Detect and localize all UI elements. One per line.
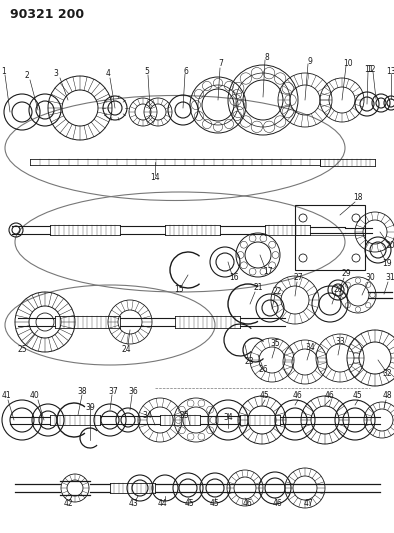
Text: 24: 24 — [121, 344, 131, 353]
Text: 38: 38 — [77, 387, 87, 397]
Text: 34: 34 — [305, 343, 315, 351]
Text: 34: 34 — [223, 413, 233, 422]
Bar — [295, 205, 365, 270]
Text: 27: 27 — [293, 273, 303, 282]
Text: 46: 46 — [273, 498, 283, 507]
Text: 16: 16 — [229, 273, 239, 282]
Text: 35: 35 — [179, 411, 189, 421]
Text: 46: 46 — [325, 392, 335, 400]
Text: 90321 200: 90321 200 — [10, 8, 84, 21]
Text: 34: 34 — [142, 411, 152, 421]
Text: 20: 20 — [385, 241, 394, 251]
Text: 1: 1 — [2, 67, 6, 76]
Text: 3: 3 — [54, 69, 58, 78]
Text: 45: 45 — [353, 392, 363, 400]
Text: 10: 10 — [343, 59, 353, 68]
Text: 46: 46 — [293, 392, 303, 400]
Text: 8: 8 — [265, 52, 269, 61]
Text: 26: 26 — [258, 365, 268, 374]
Text: 39: 39 — [85, 403, 95, 413]
Text: 19: 19 — [382, 259, 392, 268]
Text: 45: 45 — [185, 498, 195, 507]
Text: 46: 46 — [243, 498, 253, 507]
Text: 6: 6 — [184, 67, 188, 76]
Text: 13: 13 — [386, 67, 394, 76]
Text: 35: 35 — [270, 340, 280, 349]
Text: 12: 12 — [366, 64, 376, 74]
Text: 40: 40 — [30, 392, 40, 400]
Text: 9: 9 — [308, 56, 312, 66]
Text: 45: 45 — [210, 498, 220, 507]
Text: 42: 42 — [63, 498, 73, 507]
Text: 15: 15 — [174, 285, 184, 294]
Text: 32: 32 — [382, 369, 392, 378]
Text: 17: 17 — [263, 268, 273, 277]
Text: 11: 11 — [364, 64, 374, 74]
Text: 47: 47 — [304, 498, 314, 507]
Text: 45: 45 — [260, 392, 270, 400]
Text: 48: 48 — [382, 392, 392, 400]
Text: 31: 31 — [385, 273, 394, 282]
Text: 23: 23 — [244, 358, 254, 367]
Text: 37: 37 — [108, 387, 118, 397]
Text: 29: 29 — [341, 270, 351, 279]
Text: 7: 7 — [219, 60, 223, 69]
Text: 36: 36 — [128, 387, 138, 397]
Text: 41: 41 — [1, 392, 11, 400]
Text: 14: 14 — [150, 174, 160, 182]
Text: 18: 18 — [353, 193, 363, 203]
Text: 33: 33 — [335, 336, 345, 345]
Text: 2: 2 — [24, 71, 30, 80]
Text: 4: 4 — [106, 69, 110, 78]
Text: 28: 28 — [333, 285, 343, 294]
Text: 30: 30 — [365, 273, 375, 282]
Text: 5: 5 — [145, 67, 149, 76]
Text: 21: 21 — [253, 284, 263, 293]
Text: 25: 25 — [17, 344, 27, 353]
Text: 44: 44 — [158, 498, 168, 507]
Text: 22: 22 — [272, 287, 282, 295]
Text: 43: 43 — [129, 498, 139, 507]
